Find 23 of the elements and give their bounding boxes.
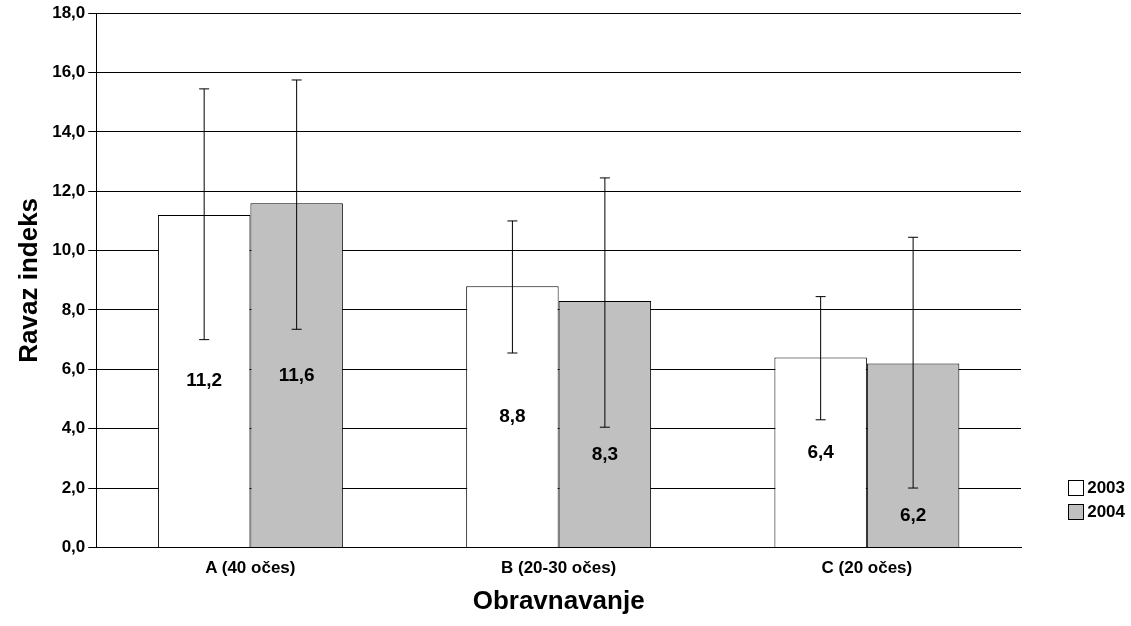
y-tick-label: 10,0 xyxy=(52,240,86,260)
y-tick-label: 8,0 xyxy=(61,299,86,319)
x-tick-label: A (40 očes) xyxy=(205,558,296,578)
y-tick-label: 18,0 xyxy=(52,2,86,22)
x-axis-title: Obravnavanje xyxy=(472,584,645,615)
x-tick-label: B (20-30 očes) xyxy=(501,558,617,578)
x-tick-label: C (20 očes) xyxy=(821,558,913,578)
data-label: 6,2 xyxy=(899,504,927,526)
y-tick-label: 6,0 xyxy=(61,359,86,379)
y-tick-label: 2,0 xyxy=(61,477,86,497)
y-axis-title: Ravaz indeks xyxy=(12,197,43,363)
data-label: 8,3 xyxy=(591,443,619,465)
y-tick-label: 12,0 xyxy=(52,180,86,200)
y-tick-label: 4,0 xyxy=(61,418,86,438)
data-label: 11,2 xyxy=(186,369,223,391)
y-tick-label: 14,0 xyxy=(52,121,86,141)
y-tick-label: 16,0 xyxy=(52,62,86,82)
y-tick-label: 0,0 xyxy=(61,537,86,557)
text: 2003 xyxy=(1087,478,1125,498)
data-label: 6,4 xyxy=(807,440,835,462)
legend-label: 2004 xyxy=(1087,502,1125,522)
data-label: 11,6 xyxy=(278,363,315,385)
data-label: 8,8 xyxy=(499,405,526,427)
